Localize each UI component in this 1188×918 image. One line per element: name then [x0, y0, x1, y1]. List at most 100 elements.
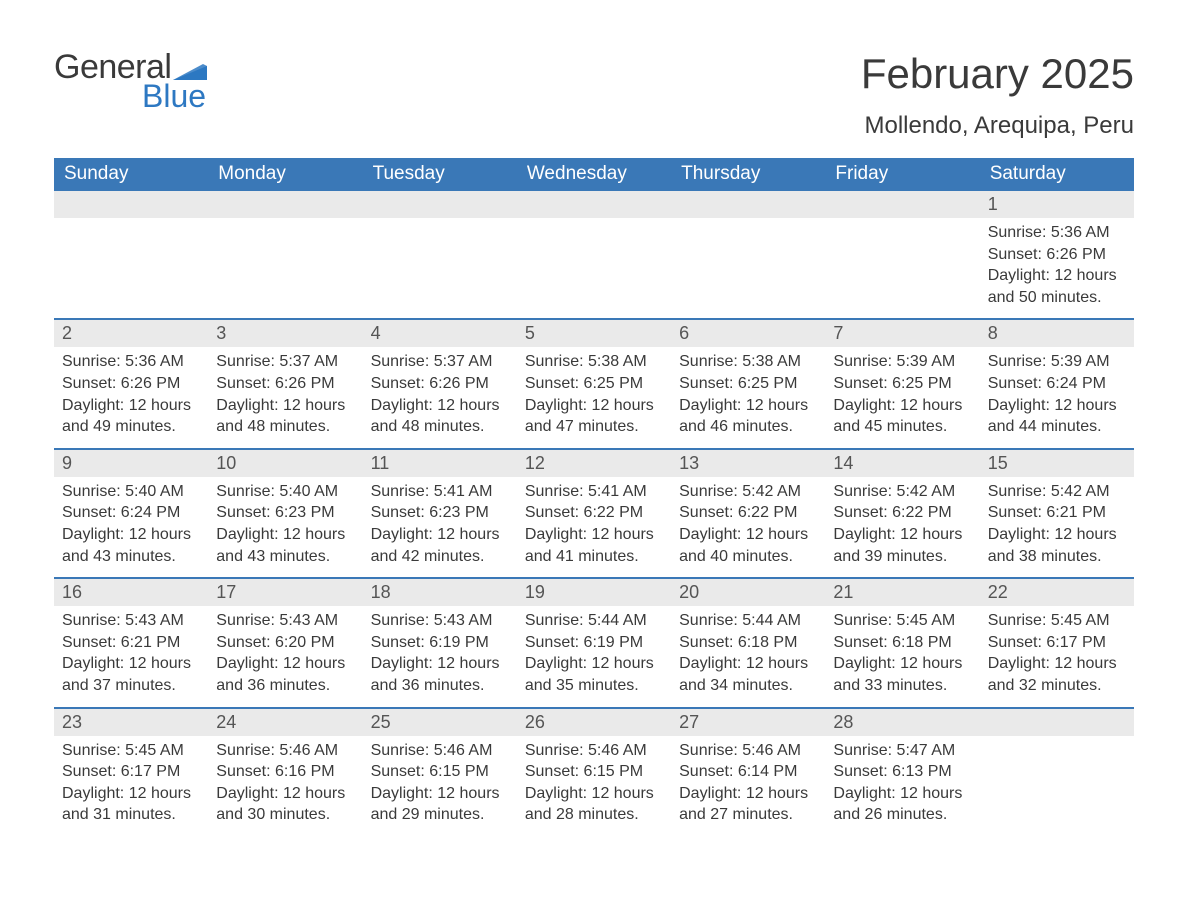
calendar-cell — [363, 191, 517, 318]
calendar-cell: 26Sunrise: 5:46 AMSunset: 6:15 PMDayligh… — [517, 709, 671, 836]
sunset-line: Sunset: 6:26 PM — [216, 373, 354, 395]
daylight-line: Daylight: 12 hours and 48 minutes. — [371, 395, 509, 438]
sunset-line: Sunset: 6:18 PM — [833, 632, 971, 654]
sunset-line: Sunset: 6:26 PM — [371, 373, 509, 395]
sunset-line: Sunset: 6:21 PM — [62, 632, 200, 654]
day-body: Sunrise: 5:36 AMSunset: 6:26 PMDaylight:… — [980, 218, 1134, 318]
calendar-week: 9Sunrise: 5:40 AMSunset: 6:24 PMDaylight… — [54, 448, 1134, 577]
weekday-header: Monday — [208, 158, 362, 191]
calendar-cell: 9Sunrise: 5:40 AMSunset: 6:24 PMDaylight… — [54, 450, 208, 577]
day-number-strip: 18 — [363, 579, 517, 606]
calendar-cell — [671, 191, 825, 318]
location-subtitle: Mollendo, Arequipa, Peru — [861, 112, 1134, 140]
day-number-strip: 14 — [825, 450, 979, 477]
sunrise-line: Sunrise: 5:46 AM — [371, 740, 509, 762]
sunrise-line: Sunrise: 5:44 AM — [679, 610, 817, 632]
day-body: Sunrise: 5:37 AMSunset: 6:26 PMDaylight:… — [208, 347, 362, 447]
calendar-cell: 17Sunrise: 5:43 AMSunset: 6:20 PMDayligh… — [208, 579, 362, 706]
day-number-strip — [825, 191, 979, 218]
sunset-line: Sunset: 6:25 PM — [525, 373, 663, 395]
daylight-line: Daylight: 12 hours and 36 minutes. — [371, 653, 509, 696]
day-body: Sunrise: 5:46 AMSunset: 6:16 PMDaylight:… — [208, 736, 362, 836]
sunrise-line: Sunrise: 5:43 AM — [216, 610, 354, 632]
sunset-line: Sunset: 6:17 PM — [62, 761, 200, 783]
day-body: Sunrise: 5:41 AMSunset: 6:23 PMDaylight:… — [363, 477, 517, 577]
sunrise-line: Sunrise: 5:44 AM — [525, 610, 663, 632]
calendar-cell: 6Sunrise: 5:38 AMSunset: 6:25 PMDaylight… — [671, 320, 825, 447]
day-number-strip — [54, 191, 208, 218]
daylight-line: Daylight: 12 hours and 50 minutes. — [988, 265, 1126, 308]
sunrise-line: Sunrise: 5:43 AM — [371, 610, 509, 632]
daylight-line: Daylight: 12 hours and 34 minutes. — [679, 653, 817, 696]
calendar-cell — [54, 191, 208, 318]
calendar-cell: 28Sunrise: 5:47 AMSunset: 6:13 PMDayligh… — [825, 709, 979, 836]
sunset-line: Sunset: 6:19 PM — [371, 632, 509, 654]
day-body: Sunrise: 5:40 AMSunset: 6:23 PMDaylight:… — [208, 477, 362, 577]
daylight-line: Daylight: 12 hours and 32 minutes. — [988, 653, 1126, 696]
day-body: Sunrise: 5:43 AMSunset: 6:20 PMDaylight:… — [208, 606, 362, 706]
calendar-cell: 1Sunrise: 5:36 AMSunset: 6:26 PMDaylight… — [980, 191, 1134, 318]
calendar-cell: 8Sunrise: 5:39 AMSunset: 6:24 PMDaylight… — [980, 320, 1134, 447]
daylight-line: Daylight: 12 hours and 46 minutes. — [679, 395, 817, 438]
weekday-header-row: SundayMondayTuesdayWednesdayThursdayFrid… — [54, 158, 1134, 191]
sunrise-line: Sunrise: 5:38 AM — [525, 351, 663, 373]
sunrise-line: Sunrise: 5:39 AM — [988, 351, 1126, 373]
sunset-line: Sunset: 6:21 PM — [988, 502, 1126, 524]
sunset-line: Sunset: 6:13 PM — [833, 761, 971, 783]
day-body — [54, 218, 208, 232]
daylight-line: Daylight: 12 hours and 35 minutes. — [525, 653, 663, 696]
sunset-line: Sunset: 6:15 PM — [371, 761, 509, 783]
sunset-line: Sunset: 6:19 PM — [525, 632, 663, 654]
day-number-strip: 28 — [825, 709, 979, 736]
sunset-line: Sunset: 6:26 PM — [62, 373, 200, 395]
daylight-line: Daylight: 12 hours and 27 minutes. — [679, 783, 817, 826]
day-body: Sunrise: 5:43 AMSunset: 6:19 PMDaylight:… — [363, 606, 517, 706]
day-body — [208, 218, 362, 232]
day-number-strip: 22 — [980, 579, 1134, 606]
sunset-line: Sunset: 6:14 PM — [679, 761, 817, 783]
calendar-cell: 10Sunrise: 5:40 AMSunset: 6:23 PMDayligh… — [208, 450, 362, 577]
sunrise-line: Sunrise: 5:42 AM — [679, 481, 817, 503]
sunset-line: Sunset: 6:25 PM — [833, 373, 971, 395]
calendar-cell: 21Sunrise: 5:45 AMSunset: 6:18 PMDayligh… — [825, 579, 979, 706]
calendar-cell: 5Sunrise: 5:38 AMSunset: 6:25 PMDaylight… — [517, 320, 671, 447]
daylight-line: Daylight: 12 hours and 31 minutes. — [62, 783, 200, 826]
day-body: Sunrise: 5:42 AMSunset: 6:22 PMDaylight:… — [825, 477, 979, 577]
daylight-line: Daylight: 12 hours and 39 minutes. — [833, 524, 971, 567]
weekday-header: Saturday — [980, 158, 1134, 191]
day-number-strip: 11 — [363, 450, 517, 477]
day-number-strip — [517, 191, 671, 218]
sunrise-line: Sunrise: 5:40 AM — [62, 481, 200, 503]
sunset-line: Sunset: 6:24 PM — [62, 502, 200, 524]
sunrise-line: Sunrise: 5:46 AM — [216, 740, 354, 762]
daylight-line: Daylight: 12 hours and 38 minutes. — [988, 524, 1126, 567]
calendar-cell: 12Sunrise: 5:41 AMSunset: 6:22 PMDayligh… — [517, 450, 671, 577]
sunset-line: Sunset: 6:17 PM — [988, 632, 1126, 654]
calendar-cell: 14Sunrise: 5:42 AMSunset: 6:22 PMDayligh… — [825, 450, 979, 577]
weeks-container: 1Sunrise: 5:36 AMSunset: 6:26 PMDaylight… — [54, 191, 1134, 836]
day-body: Sunrise: 5:43 AMSunset: 6:21 PMDaylight:… — [54, 606, 208, 706]
sunset-line: Sunset: 6:22 PM — [525, 502, 663, 524]
calendar-cell — [980, 709, 1134, 836]
daylight-line: Daylight: 12 hours and 33 minutes. — [833, 653, 971, 696]
day-body: Sunrise: 5:45 AMSunset: 6:18 PMDaylight:… — [825, 606, 979, 706]
calendar-cell: 3Sunrise: 5:37 AMSunset: 6:26 PMDaylight… — [208, 320, 362, 447]
day-body: Sunrise: 5:39 AMSunset: 6:25 PMDaylight:… — [825, 347, 979, 447]
daylight-line: Daylight: 12 hours and 41 minutes. — [525, 524, 663, 567]
day-body — [517, 218, 671, 232]
calendar-week: 1Sunrise: 5:36 AMSunset: 6:26 PMDaylight… — [54, 191, 1134, 318]
day-body: Sunrise: 5:38 AMSunset: 6:25 PMDaylight:… — [671, 347, 825, 447]
day-number-strip: 2 — [54, 320, 208, 347]
calendar-cell: 25Sunrise: 5:46 AMSunset: 6:15 PMDayligh… — [363, 709, 517, 836]
calendar-cell — [825, 191, 979, 318]
daylight-line: Daylight: 12 hours and 45 minutes. — [833, 395, 971, 438]
daylight-line: Daylight: 12 hours and 49 minutes. — [62, 395, 200, 438]
day-body: Sunrise: 5:39 AMSunset: 6:24 PMDaylight:… — [980, 347, 1134, 447]
calendar-cell: 18Sunrise: 5:43 AMSunset: 6:19 PMDayligh… — [363, 579, 517, 706]
day-body: Sunrise: 5:46 AMSunset: 6:15 PMDaylight:… — [517, 736, 671, 836]
weekday-header: Wednesday — [517, 158, 671, 191]
day-body: Sunrise: 5:45 AMSunset: 6:17 PMDaylight:… — [980, 606, 1134, 706]
calendar-cell — [517, 191, 671, 318]
day-number-strip: 5 — [517, 320, 671, 347]
day-number-strip: 15 — [980, 450, 1134, 477]
